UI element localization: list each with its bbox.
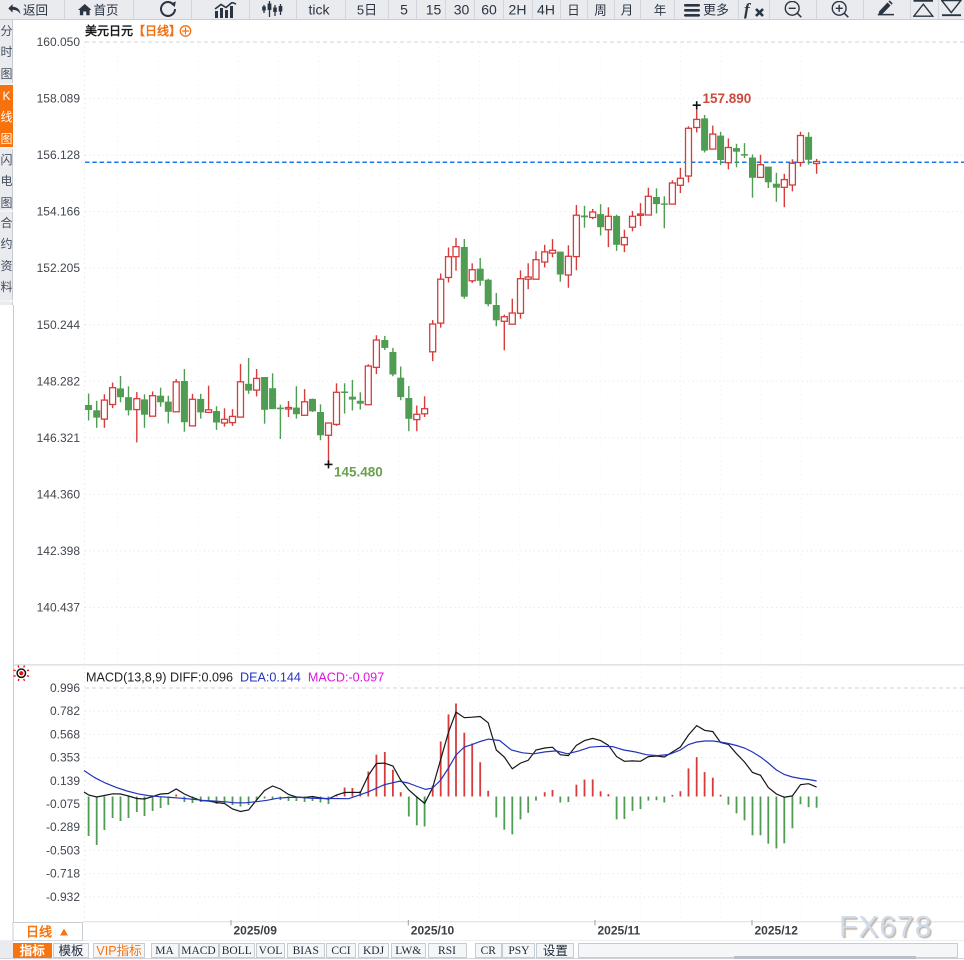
svg-text:f: f	[744, 0, 752, 19]
svg-text:0.139: 0.139	[50, 774, 80, 788]
svg-text:150.244: 150.244	[37, 318, 81, 332]
svg-text:FX678: FX678	[839, 911, 932, 943]
svg-text:152.205: 152.205	[37, 261, 81, 275]
svg-text:157.890: 157.890	[703, 91, 752, 106]
svg-text:0.996: 0.996	[50, 681, 80, 695]
svg-text:日线: 日线	[26, 925, 52, 940]
svg-text:2025/11: 2025/11	[598, 924, 641, 938]
svg-text:-0.075: -0.075	[46, 797, 80, 811]
svg-text:156.128: 156.128	[37, 148, 81, 162]
svg-text:-0.718: -0.718	[46, 867, 80, 881]
svg-text:0.353: 0.353	[50, 751, 80, 765]
svg-text:154.166: 154.166	[37, 205, 81, 219]
svg-text:146.321: 146.321	[37, 431, 81, 445]
svg-text:-0.503: -0.503	[46, 843, 80, 857]
svg-text:142.398: 142.398	[37, 544, 81, 558]
svg-text:145.480: 145.480	[334, 465, 383, 480]
svg-text:2025/09: 2025/09	[234, 924, 278, 938]
svg-text:-0.289: -0.289	[46, 820, 80, 834]
svg-text:0.782: 0.782	[50, 704, 80, 718]
svg-text:-0.932: -0.932	[46, 890, 80, 904]
svg-text:2025/10: 2025/10	[411, 924, 455, 938]
svg-text:2025/12: 2025/12	[755, 924, 799, 938]
svg-text:0.568: 0.568	[50, 727, 80, 741]
svg-text:美元日元【日线】: 美元日元【日线】	[85, 23, 181, 38]
svg-text:158.089: 158.089	[37, 92, 81, 106]
svg-text:144.360: 144.360	[37, 487, 81, 501]
svg-text:140.437: 140.437	[37, 601, 81, 615]
svg-text:160.050: 160.050	[37, 35, 81, 49]
svg-text:148.282: 148.282	[37, 374, 81, 388]
svg-text:MACD(13,8,9) DIFF:0.096 DEA:0: MACD(13,8,9) DIFF:0.096 DEA:0.144 MACD:-…	[86, 671, 384, 685]
